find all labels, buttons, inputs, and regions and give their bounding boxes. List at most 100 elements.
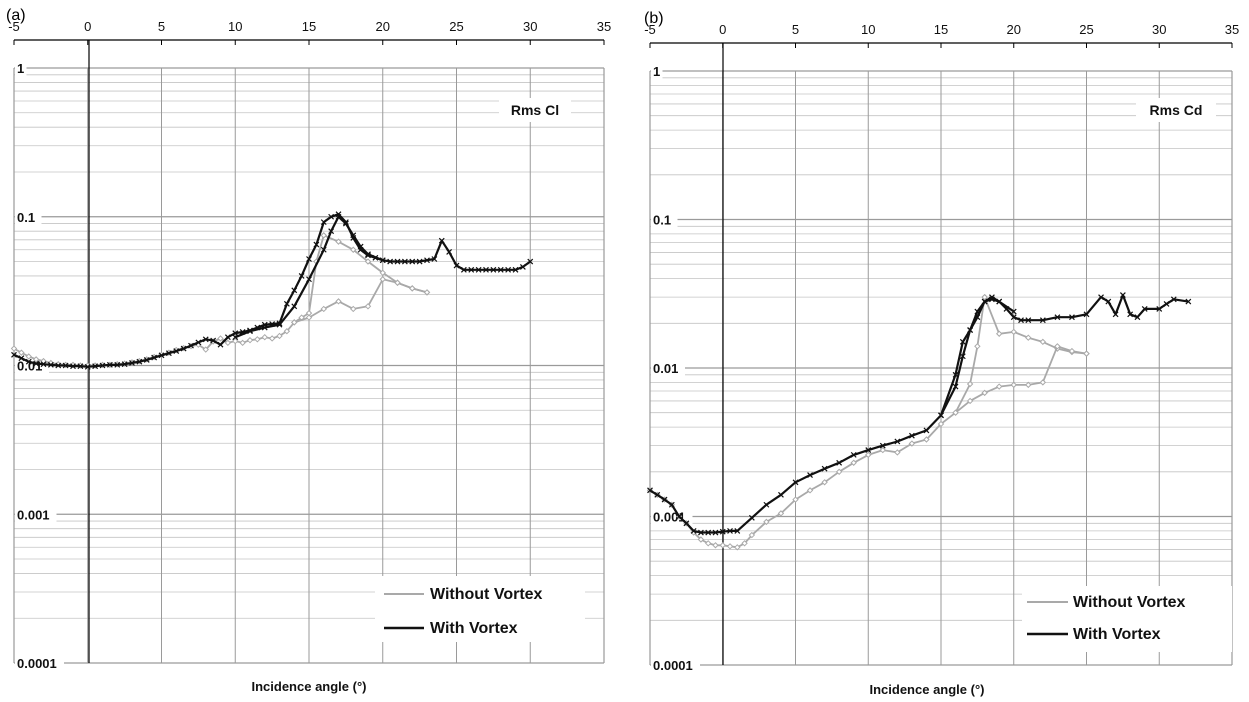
data-point-without-vortex bbox=[741, 540, 748, 547]
chart-title-b: Rms Cd bbox=[1150, 102, 1203, 118]
data-point-without-vortex bbox=[291, 319, 298, 326]
legend-label-without-a: Without Vortex bbox=[430, 586, 543, 603]
data-point-with-vortex bbox=[342, 220, 349, 227]
series-a bbox=[10, 211, 534, 370]
data-point-with-vortex bbox=[1163, 301, 1170, 307]
data-point-with-vortex bbox=[981, 298, 988, 305]
data-point-with-vortex bbox=[401, 258, 408, 265]
data-point-with-vortex bbox=[195, 339, 202, 346]
data-point-without-vortex bbox=[712, 542, 719, 549]
data-point-without-vortex bbox=[981, 293, 988, 301]
data-point-with-vortex bbox=[1112, 311, 1119, 318]
x-tick-label: 0 bbox=[719, 22, 726, 37]
data-point-with-vortex bbox=[1134, 314, 1141, 321]
data-point-with-vortex bbox=[668, 501, 675, 508]
data-point-with-vortex bbox=[497, 266, 504, 273]
y-tick-background bbox=[651, 211, 678, 228]
data-point-with-vortex bbox=[313, 241, 320, 248]
data-point-with-vortex bbox=[136, 358, 143, 365]
data-point-with-vortex bbox=[959, 338, 966, 345]
data-point-without-vortex bbox=[806, 487, 814, 494]
y-tick-background bbox=[15, 208, 42, 225]
data-point-with-vortex bbox=[821, 465, 828, 472]
data-point-without-vortex bbox=[283, 328, 291, 335]
y-tick-background bbox=[15, 506, 57, 523]
data-point-with-vortex bbox=[40, 361, 47, 368]
data-point-without-vortex bbox=[995, 383, 1003, 390]
x-tick-label: 25 bbox=[1079, 22, 1093, 37]
data-point-without-vortex bbox=[217, 335, 224, 342]
data-point-with-vortex bbox=[1156, 305, 1163, 312]
data-point-with-vortex bbox=[974, 314, 981, 321]
data-point-with-vortex bbox=[923, 427, 930, 434]
grid-b bbox=[649, 70, 1233, 666]
y-tick-background bbox=[651, 360, 685, 376]
data-point-with-vortex bbox=[276, 321, 283, 328]
data-point-with-vortex bbox=[690, 527, 697, 534]
data-point-with-vortex bbox=[1141, 305, 1148, 312]
data-point-without-vortex bbox=[748, 531, 756, 539]
data-point-with-vortex bbox=[188, 342, 194, 349]
data-point-without-vortex bbox=[320, 232, 327, 239]
y-tick-label: 0.001 bbox=[17, 507, 50, 522]
data-point-with-vortex bbox=[416, 258, 423, 265]
data-point-with-vortex bbox=[1185, 298, 1192, 305]
panel-a: (a) -5 0 5 10 15 20 25 30 35 10.10.010.0010.0001… bbox=[6, 7, 611, 694]
data-point-without-vortex bbox=[908, 440, 916, 447]
data-point-with-vortex bbox=[719, 528, 726, 535]
data-point-without-vortex bbox=[268, 335, 276, 342]
x-tick-label: 25 bbox=[449, 19, 463, 34]
x-ticks-a: -5 0 5 10 15 20 25 30 35 bbox=[8, 19, 611, 45]
data-point-with-vortex bbox=[792, 479, 799, 486]
x-tick-label: 5 bbox=[158, 19, 165, 34]
y-tick-background bbox=[15, 60, 27, 76]
data-point-without-vortex bbox=[32, 356, 40, 363]
series-line-with-vortex bbox=[649, 293, 1189, 534]
data-point-without-vortex bbox=[981, 389, 988, 397]
y-tick-background bbox=[15, 357, 49, 374]
x-tick-label: 35 bbox=[1225, 22, 1239, 37]
data-point-with-vortex bbox=[850, 451, 857, 458]
data-point-with-vortex bbox=[475, 266, 482, 273]
x-tick-label: 30 bbox=[1152, 22, 1166, 37]
data-point-with-vortex bbox=[409, 258, 416, 265]
data-point-with-vortex bbox=[967, 327, 974, 334]
series-with-vortex bbox=[11, 211, 534, 370]
data-point-without-vortex bbox=[409, 285, 416, 292]
data-point-with-vortex bbox=[173, 348, 180, 355]
x-tick-label: 20 bbox=[1007, 22, 1021, 37]
y-tick-background bbox=[651, 657, 700, 673]
data-point-with-vortex bbox=[431, 256, 438, 262]
data-point-with-vortex bbox=[1010, 308, 1017, 315]
data-point-with-vortex bbox=[734, 527, 741, 534]
data-point-without-vortex bbox=[879, 446, 887, 454]
data-point-without-vortex bbox=[1039, 338, 1047, 346]
data-point-without-vortex bbox=[305, 314, 313, 321]
data-point-with-vortex bbox=[989, 294, 995, 301]
y-tick-label: 1 bbox=[17, 61, 24, 76]
data-point-with-vortex bbox=[1127, 311, 1134, 318]
x-axis-label-a: Incidence angle (°) bbox=[251, 679, 366, 694]
data-point-with-vortex bbox=[283, 300, 290, 307]
data-point-without-vortex bbox=[1054, 343, 1061, 350]
data-point-with-vortex bbox=[33, 360, 40, 367]
data-point-without-vortex bbox=[952, 409, 959, 416]
data-point-with-vortex bbox=[519, 263, 526, 270]
data-point-without-vortex bbox=[1010, 328, 1017, 336]
x-tick-label: 10 bbox=[228, 19, 242, 34]
data-point-with-vortex bbox=[151, 354, 158, 361]
data-point-without-vortex bbox=[1025, 334, 1032, 341]
data-point-without-vortex bbox=[966, 397, 974, 405]
x-tick-label: 15 bbox=[934, 22, 948, 37]
data-point-without-vortex bbox=[763, 518, 770, 526]
series-line-with-vortex bbox=[13, 213, 531, 368]
data-point-with-vortex bbox=[1098, 294, 1104, 301]
data-point-with-vortex bbox=[11, 351, 17, 358]
data-point-without-vortex bbox=[777, 510, 785, 517]
data-point-with-vortex bbox=[683, 520, 690, 527]
data-point-with-vortex bbox=[527, 258, 534, 265]
data-point-without-vortex bbox=[254, 336, 261, 343]
data-point-without-vortex bbox=[894, 449, 901, 456]
data-point-without-vortex bbox=[364, 258, 372, 265]
